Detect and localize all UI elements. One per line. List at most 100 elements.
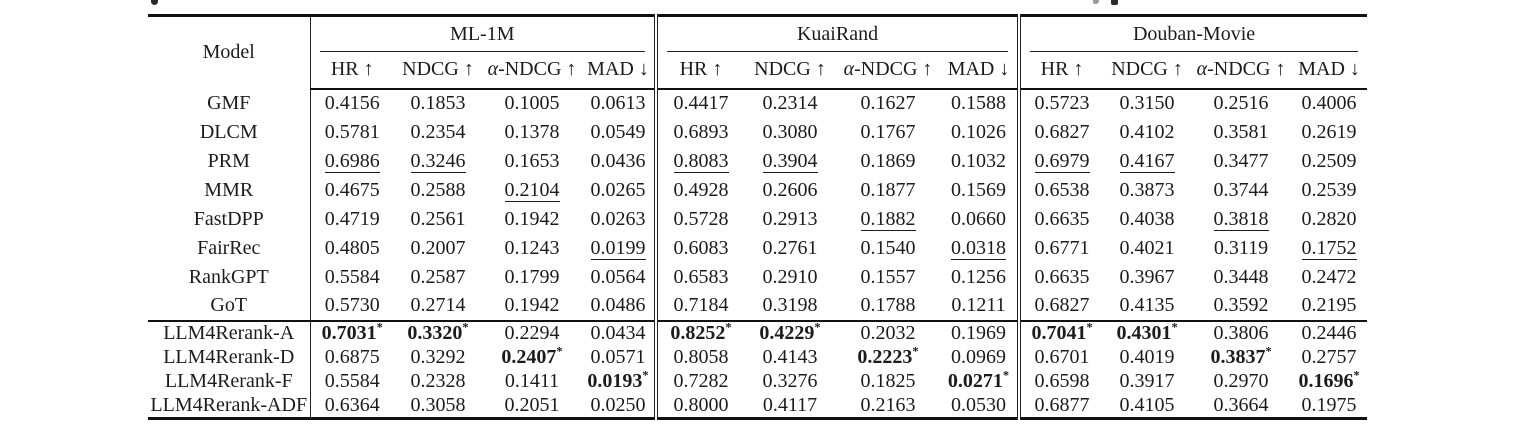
metric-value: 0.7282 (654, 369, 745, 394)
metric-value: 0.0564 (590, 265, 646, 288)
metric-value: 0.0571 (590, 345, 646, 368)
metric-value: 0.2294 (504, 321, 560, 344)
metric-value: 0.0530 (951, 394, 1007, 416)
metric-value: 0.6598 (1017, 369, 1104, 394)
metric-value: 0.3917 (1119, 370, 1175, 393)
metric-value: 0.6364 (309, 394, 394, 419)
model-name: FairRec (197, 236, 261, 259)
metric-value: 0.1825 (860, 370, 916, 393)
results-table-container: Model ML-1M KuaiRand Douban-Movie HR ↑ NDCG ↑… (148, 14, 1368, 420)
table-row: LLM4Rerank-F 0.5584 0.2328 0.1411 0.0193* 0.7… (148, 369, 1367, 394)
metric-value: 0.5723 (1017, 88, 1104, 118)
metric-value: 0.3119 (1213, 236, 1269, 259)
model-name: MMR (204, 178, 254, 201)
metric-value: 0.1588 (951, 92, 1007, 114)
caption-text-remnant (151, 0, 158, 5)
caption-text-remnant (1111, 0, 1118, 5)
metric-value: 0.7184 (654, 291, 745, 322)
metric-header: MAD ↓ (1291, 51, 1368, 90)
metric-value: 0.3448 (1213, 265, 1269, 288)
metric-value: 0.1032 (951, 149, 1007, 172)
table-body: GMF 0.4156 0.1853 0.1005 0.0613 0.4417 0.2314 0… (148, 88, 1368, 419)
metric-value: 0.1411 (504, 370, 560, 393)
metric-value: 0.6979 (1017, 146, 1104, 176)
metric-value: 0.6583 (654, 262, 745, 292)
table-row: FairRec 0.4805 0.2007 0.1243 0.0199 0.6083 0.2… (148, 233, 1367, 263)
metric-value: 0.3967 (1119, 265, 1175, 288)
metric-value: 0.1026 (951, 120, 1007, 143)
metric-value: 0.3581 (1213, 120, 1269, 143)
metric-value: 0.1869 (860, 149, 916, 172)
metric-value: 0.8083 (654, 146, 745, 176)
metric-value: 0.1799 (504, 265, 560, 288)
metric-value: 0.1005 (504, 92, 560, 114)
metric-value: 0.1653 (504, 149, 560, 172)
metric-value: 0.0434 (590, 321, 646, 344)
metric-value: 0.0199 (590, 236, 646, 260)
model-name: DLCM (199, 120, 258, 143)
metric-header: α-NDCG ↑ (482, 51, 582, 90)
metric-value: 0.2354 (410, 120, 466, 143)
metric-value: 0.4156 (309, 88, 394, 118)
metric-header: NDCG ↑ (744, 51, 837, 90)
metric-value: 0.0486 (582, 291, 657, 322)
metric-value: 0.2195 (1291, 291, 1368, 322)
metric-value: 0.4143 (762, 345, 818, 368)
metric-value: 0.2163 (860, 394, 916, 416)
metric-value: 0.1882 (860, 207, 916, 231)
metric-header: HR ↑ (1017, 51, 1104, 90)
table-row: LLM4Rerank-ADF 0.6364 0.3058 0.2051 0.0250 0.… (148, 394, 1367, 419)
caption-text-remnant (1093, 0, 1099, 4)
metric-value: 0.3806 (1213, 321, 1269, 344)
metric-value: 0.2007 (410, 236, 466, 259)
metric-value: 0.2757 (1301, 345, 1357, 368)
metric-value: 0.3292 (410, 345, 466, 368)
metric-value: 0.2104 (504, 178, 560, 202)
metric-value: 0.6635 (1017, 204, 1104, 234)
metric-value: 0.4038 (1119, 207, 1175, 230)
metric-header: MAD ↓ (582, 51, 657, 90)
metric-value: 0.1256 (951, 265, 1007, 288)
metric-value: 0.2446 (1301, 321, 1357, 344)
metric-value: 0.3818 (1213, 207, 1269, 231)
metric-value: 0.4229* (759, 320, 821, 344)
metric-value: 0.1942 (482, 291, 582, 322)
metric-value: 0.0613 (590, 92, 646, 114)
table-row: PRM 0.6986 0.3246 0.1653 0.0436 0.8083 0.3904 0… (148, 146, 1367, 176)
metric-value: 0.1557 (860, 265, 916, 288)
metric-value: 0.3080 (762, 120, 818, 143)
table-header: Model ML-1M KuaiRand Douban-Movie HR ↑ NDCG ↑… (148, 15, 1368, 90)
metric-value: 0.8252* (654, 320, 745, 345)
metric-value: 0.4019 (1119, 345, 1175, 368)
model-name: LLM4Rerank-A (163, 321, 295, 344)
metric-header: NDCG ↑ (1103, 51, 1192, 90)
metric-value: 0.7031* (309, 320, 394, 345)
metric-value: 0.4928 (654, 175, 745, 205)
model-name: FastDPP (193, 207, 264, 230)
metric-value: 0.1243 (504, 236, 560, 259)
table-row: MMR 0.4675 0.2588 0.2104 0.0265 0.4928 0.2606 0… (148, 175, 1367, 205)
model-column-header: Model (202, 41, 255, 64)
metric-value: 0.3058 (410, 394, 466, 416)
metric-value: 0.2913 (762, 207, 818, 230)
metric-value: 0.2588 (410, 178, 466, 201)
metric-header: HR ↑ (654, 51, 745, 90)
metric-value: 0.2032 (860, 321, 916, 344)
metric-value: 0.8058 (654, 345, 745, 370)
metric-value: 0.3477 (1213, 149, 1269, 172)
metric-value: 0.4006 (1301, 92, 1357, 114)
model-name: GoT (148, 291, 310, 322)
metric-value: 0.6986 (309, 146, 394, 176)
metric-value: 0.6827 (1017, 291, 1104, 322)
metric-value: 0.2561 (410, 207, 466, 230)
metric-value: 0.2051 (504, 394, 560, 416)
metric-value: 0.4805 (309, 233, 394, 263)
table-row: LLM4Rerank-A 0.7031* 0.3320* 0.2294 0.0434 0.… (148, 320, 1367, 345)
model-name: GMF (207, 91, 251, 114)
metric-value: 0.2314 (762, 92, 818, 114)
metric-value: 0.4675 (309, 175, 394, 205)
metric-header: HR ↑ (309, 51, 394, 90)
metric-value: 0.0436 (590, 149, 646, 172)
dataset-header: KuaiRand (654, 15, 1020, 52)
